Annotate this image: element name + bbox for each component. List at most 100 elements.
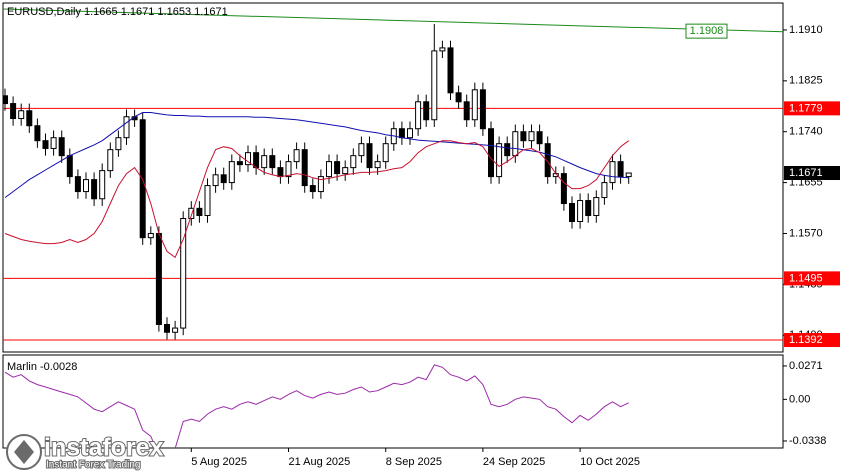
y-tick-label: 1.1740 [789, 126, 823, 138]
candle-body [236, 161, 243, 166]
price-panel-frame [2, 2, 784, 353]
candle-body [99, 170, 106, 200]
indicator-line [4, 364, 629, 448]
x-tick-label: 24 Sep 2025 [483, 456, 545, 468]
candle-body [471, 89, 478, 121]
candle-body [407, 128, 413, 139]
candle-body [439, 47, 446, 52]
x-tick-label: 8 Sep 2025 [386, 456, 442, 468]
candle-body [617, 161, 624, 178]
y-tick-label: 1.1825 [789, 75, 823, 87]
candle-body [334, 161, 341, 175]
indicator-title: Marlin -0.0028 [7, 361, 77, 373]
candle-body [50, 137, 57, 149]
candle-body [609, 161, 616, 184]
candle-body [488, 128, 494, 178]
candle-body [293, 149, 300, 163]
candle-body [123, 116, 130, 139]
y-tick-label: -0.0338 [789, 435, 826, 447]
candle-body [447, 47, 454, 94]
y-tick-label: 1.1910 [789, 24, 823, 36]
logo: instaforex Instant Forex Trading [6, 433, 165, 472]
candle-body [520, 131, 527, 142]
trendline-label-box [685, 23, 728, 39]
level-label: 1.1779 [789, 102, 823, 114]
level-label: 1.1495 [789, 272, 823, 284]
candle-body [212, 174, 219, 187]
candle-body [601, 182, 608, 199]
candle-body [147, 232, 154, 239]
candle-body [415, 101, 422, 130]
candle-body [204, 185, 211, 217]
candle-body [496, 143, 503, 178]
logo-brand: instaforex [44, 434, 164, 462]
axes: 1.19101.18251.17401.16551.15701.14851.14… [190, 23, 840, 468]
level-label-box [784, 333, 840, 348]
y-tick-label: 0.00 [789, 393, 810, 405]
logo-tagline: Instant Forex Trading [46, 460, 141, 471]
candle-body [26, 110, 33, 127]
indicator-plot [4, 364, 629, 448]
last-price-label: 1.1671 [789, 167, 823, 179]
candle-body [625, 172, 632, 178]
candle-body [350, 155, 357, 169]
level-label-box [784, 271, 840, 286]
candle-body [155, 232, 162, 325]
trendline-label: 1.1908 [690, 25, 724, 37]
chart-title: EURUSD,Daily 1.1665 1.1671 1.1653 1.1671 [7, 6, 228, 18]
moving-average [4, 140, 629, 259]
candle-body [455, 92, 462, 103]
candle-body [188, 207, 195, 220]
candle-body [382, 143, 389, 163]
level-label-box [784, 101, 840, 116]
x-tick-label: 5 Aug 2025 [191, 456, 247, 468]
candle-body [544, 143, 551, 178]
candle-body [139, 119, 146, 239]
candle-body [261, 155, 268, 169]
level-label: 1.1392 [789, 334, 823, 346]
candle-body [317, 176, 324, 193]
candle-body [569, 203, 575, 222]
candle-body [593, 197, 600, 217]
candle-body [164, 323, 170, 333]
last-price-box [784, 166, 840, 181]
candle-body [479, 89, 486, 130]
candle-body [10, 103, 17, 120]
candle-body [115, 137, 122, 151]
candle-body [536, 131, 543, 145]
candle-body [309, 185, 316, 193]
candle-body [431, 50, 438, 121]
candle-body [83, 179, 89, 193]
candle-body [42, 140, 49, 149]
candle-body [504, 143, 511, 157]
candle-body [34, 125, 41, 142]
candle-body [277, 167, 284, 178]
candle-body [301, 149, 308, 187]
candle-body [285, 161, 292, 178]
candle-body [74, 176, 81, 193]
candle-body [107, 149, 114, 172]
candle-body [269, 155, 276, 169]
candle-body [228, 161, 235, 184]
candle-body [374, 161, 381, 169]
indicator-panel-frame [2, 354, 784, 449]
candle-body [326, 161, 332, 178]
candle-body [463, 101, 470, 121]
candle-body [220, 174, 227, 184]
candle-body [245, 152, 251, 166]
candle-body [196, 207, 203, 217]
y-tick-label: 1.1570 [789, 227, 823, 239]
candle-body [423, 101, 430, 121]
trendline [3, 8, 783, 33]
candle-body [358, 143, 365, 157]
candle-body [342, 167, 349, 175]
candle-body [18, 110, 25, 120]
candle-body [512, 131, 519, 157]
candle-body [398, 128, 405, 139]
candle-body [585, 200, 592, 217]
candle-body [528, 131, 535, 142]
candle-body [577, 200, 584, 222]
